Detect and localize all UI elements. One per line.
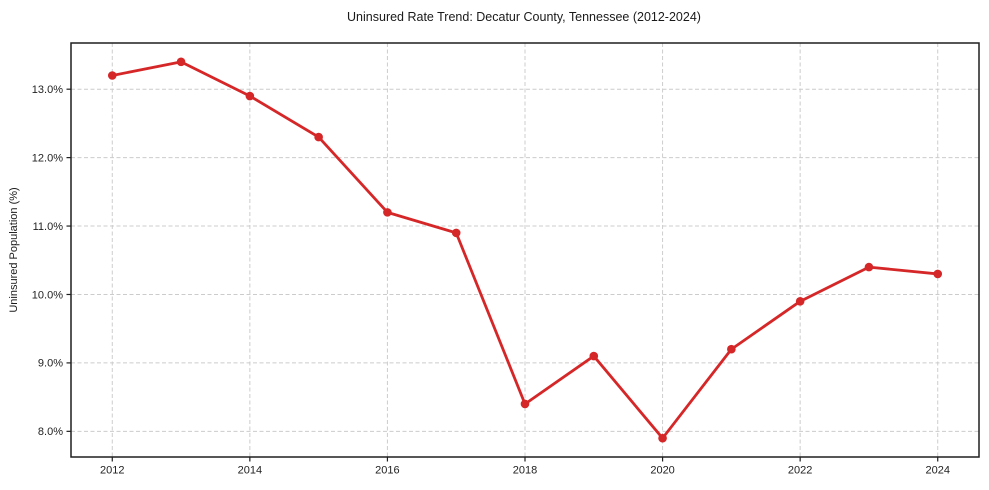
chart-title: Uninsured Rate Trend: Decatur County, Te… <box>347 10 701 24</box>
y-tick-label: 10.0% <box>32 289 63 301</box>
y-axis-title: Uninsured Population (%) <box>8 187 20 312</box>
data-point-2019 <box>589 351 599 361</box>
data-point-2012 <box>107 71 117 80</box>
data-point-2018 <box>520 399 530 409</box>
x-tick-label: 2014 <box>238 465 262 477</box>
y-tick-label: 8.0% <box>38 426 63 438</box>
data-point-2015 <box>314 132 323 142</box>
y-tick-label: 12.0% <box>32 152 63 164</box>
data-point-2021 <box>727 344 736 354</box>
data-point-2014 <box>245 91 255 101</box>
x-tick-label: 2012 <box>100 465 124 477</box>
data-point-2023 <box>864 262 874 272</box>
gridlines <box>71 43 979 457</box>
x-tick-label: 2022 <box>788 465 812 477</box>
data-point-2024 <box>933 269 943 279</box>
x-tick-label: 2020 <box>650 465 674 477</box>
x-tick-label: 2016 <box>375 465 399 477</box>
y-tick-label: 13.0% <box>32 84 63 96</box>
data-point-2020 <box>658 433 667 443</box>
x-tick-label: 2024 <box>925 465 949 477</box>
axes: 2012 2014 2016 2018 2020 2022 2024 8.0% 9.0% 10.0… <box>32 42 980 477</box>
data-point-2013 <box>176 57 186 67</box>
data-point-2017 <box>451 228 461 238</box>
y-tick-label: 11.0% <box>33 221 64 233</box>
x-tick-label: 2018 <box>513 465 537 477</box>
y-tick-label: 9.0% <box>38 358 63 370</box>
data-series <box>107 57 943 443</box>
data-point-2016 <box>383 208 392 217</box>
data-point-2022 <box>795 297 805 306</box>
